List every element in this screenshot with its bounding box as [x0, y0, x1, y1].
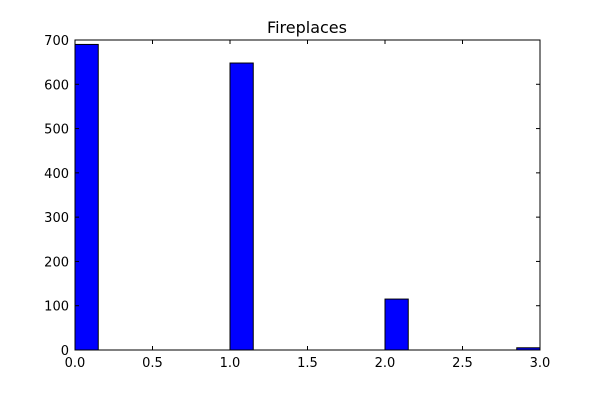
y-tick-label-4: 400 — [44, 167, 69, 182]
y-tick-label-6: 600 — [44, 78, 69, 93]
x-tick-label-0: 0.0 — [65, 356, 86, 371]
plot-frame — [74, 39, 541, 351]
histogram-bar-1 — [229, 62, 254, 351]
ticks-layer: 0.0 0.5 1.0 1.5 2.0 2.5 3.0 0 100 200 300 400 500 600… — [44, 34, 550, 371]
histogram-bar-2 — [384, 298, 409, 351]
x-tick-label-6: 3.0 — [530, 356, 551, 371]
x-tick-label-2: 1.0 — [220, 356, 241, 371]
y-tick-label-1: 100 — [44, 300, 69, 315]
x-tick-label-3: 1.5 — [297, 356, 318, 371]
y-tick-label-3: 300 — [44, 211, 69, 226]
axes-layer — [74, 39, 541, 351]
x-tick-label-1: 0.5 — [142, 356, 163, 371]
y-tick-label-5: 500 — [44, 123, 69, 138]
bars-layer — [74, 43, 541, 351]
y-tick-label-2: 200 — [44, 255, 69, 270]
y-tick-label-0: 0 — [61, 344, 69, 359]
y-tick-label-7: 700 — [44, 34, 69, 49]
x-tick-label-4: 2.0 — [375, 356, 396, 371]
chart-title: Fireplaces — [267, 18, 347, 37]
x-tick-label-5: 2.5 — [452, 356, 473, 371]
histogram-bar-0 — [74, 43, 99, 351]
